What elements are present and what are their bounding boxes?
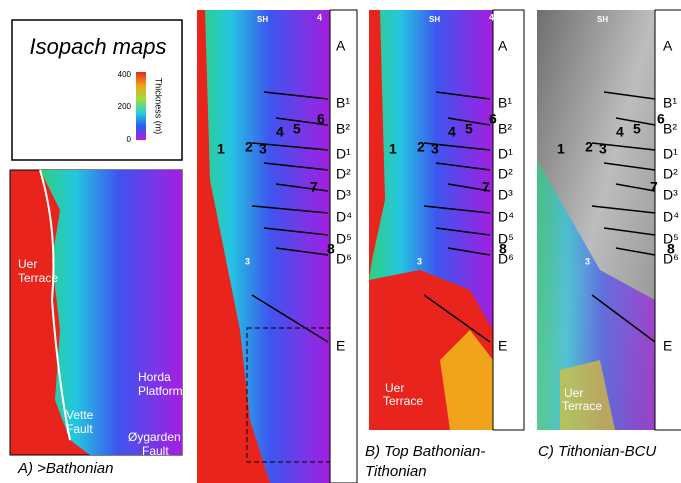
fault-label: 4: [276, 124, 284, 140]
fault-label: 5: [465, 121, 473, 137]
fault-label: SH: [429, 15, 440, 24]
fault-label: 2: [417, 139, 425, 155]
fault-label: 3: [417, 256, 422, 266]
fault-label: 5: [633, 121, 641, 137]
profile-label: D⁵: [336, 231, 352, 247]
figure: Isopach maps 400 200 0 Thickness (m) A) >Bath…: [0, 0, 681, 483]
fault-label: 1: [557, 141, 565, 157]
map-label: Uer: [385, 381, 404, 395]
caption: C) Tithonian-BCU: [538, 443, 656, 460]
profile-label: D⁴: [498, 209, 514, 225]
fault-label: 4: [448, 124, 456, 140]
fault-label: 6: [489, 111, 497, 127]
caption: A) >Bathonian: [17, 460, 114, 477]
fault-label: 7: [650, 179, 658, 195]
fault-label: 1: [389, 141, 397, 157]
fault-label: 1: [217, 141, 225, 157]
caption: Tithonian: [365, 463, 427, 480]
map-label: Terrace: [18, 271, 58, 285]
profile-label: D⁶: [336, 251, 352, 267]
map-label: Uer: [564, 386, 583, 400]
map-label: Fault: [66, 422, 93, 436]
profile-label: D⁴: [336, 209, 352, 225]
fault-label: 2: [585, 139, 593, 155]
profile-label: A: [498, 38, 508, 54]
profile-label: D¹: [498, 146, 513, 162]
profile-label: D³: [498, 187, 513, 203]
profile-label: D⁵: [663, 231, 679, 247]
caption: B) Top Bathonian-: [365, 443, 485, 460]
profile-label: D⁶: [663, 251, 679, 267]
fault-label: SH: [257, 15, 268, 24]
colorbar: [136, 72, 146, 140]
map-label: Fault: [142, 444, 169, 458]
colorbar-label: Thickness (m): [154, 78, 164, 135]
fault-label: 7: [310, 179, 318, 195]
profile-label: E: [336, 338, 345, 354]
fault-label: 4: [657, 12, 662, 22]
fault-label: 3: [431, 141, 439, 157]
fault-label: 4: [317, 12, 322, 22]
fault-label: 5: [293, 121, 301, 137]
profile-label: D²: [498, 166, 513, 182]
fault-label: 3: [245, 256, 250, 266]
map-a-thickness: [40, 170, 182, 455]
profile-label: D³: [663, 187, 678, 203]
profile-label: D¹: [663, 146, 678, 162]
profile-label: B²: [663, 121, 677, 137]
profile-label: D²: [336, 166, 351, 182]
map-label: Terrace: [383, 394, 423, 408]
colorbar-tick: 200: [118, 102, 132, 111]
fault-label: 4: [616, 124, 624, 140]
profile-label: E: [498, 338, 507, 354]
profile-label: B¹: [498, 95, 512, 111]
fault-label: 3: [599, 141, 607, 157]
profile-label: A: [336, 38, 346, 54]
fault-label: 4: [489, 12, 494, 22]
fault-label: 7: [482, 179, 490, 195]
map-label: Vette: [66, 408, 94, 422]
legend-title: Isopach maps: [30, 34, 167, 59]
profile-label: D²: [663, 166, 678, 182]
profile-label: B²: [336, 121, 350, 137]
map-label: Øygarden: [128, 430, 181, 444]
profile-label: B¹: [663, 95, 677, 111]
profile-label: B¹: [336, 95, 350, 111]
colorbar-tick: 0: [127, 135, 132, 144]
profile-label: D⁵: [498, 231, 514, 247]
map-label: Horda: [138, 370, 171, 384]
fault-label: 8: [327, 241, 335, 257]
map-label: Platform: [138, 384, 183, 398]
profile-label: B²: [498, 121, 512, 137]
fault-label: 2: [245, 139, 253, 155]
profile-label: A: [663, 38, 673, 54]
map-label: Terrace: [562, 399, 602, 413]
profile-label: D³: [336, 187, 351, 203]
profile-label: E: [663, 338, 672, 354]
map-label: Uer: [18, 257, 37, 271]
page: {"legend": {"title": "Isopach maps", "co…: [0, 0, 681, 483]
profile-label: D⁴: [663, 209, 679, 225]
fault-label: SH: [597, 15, 608, 24]
profile-label: D⁶: [498, 251, 514, 267]
colorbar-tick: 400: [118, 70, 132, 79]
fault-label: 3: [585, 256, 590, 266]
profile-label: D¹: [336, 146, 351, 162]
